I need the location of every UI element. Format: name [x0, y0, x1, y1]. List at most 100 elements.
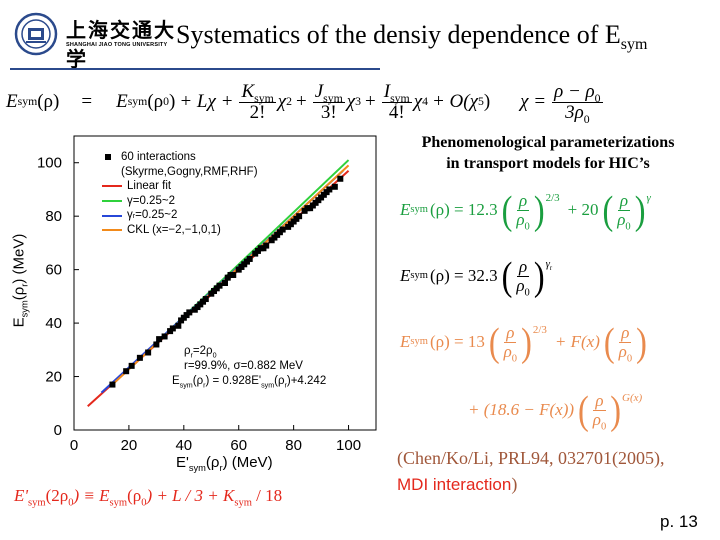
eq2-rho: ρ — [517, 256, 530, 277]
esym-prime-definition: E'sym(2ρ0) ≡ Esym(ρ0) + L / 3 + Ksym / 1… — [14, 486, 283, 509]
fit-d-sub: r — [284, 381, 287, 390]
logo-text-cn: 上海交通大学 — [66, 18, 176, 71]
y-axis-label-main: E — [10, 317, 28, 328]
data-point — [337, 175, 344, 182]
eq1-exp2: γ — [646, 192, 651, 204]
square-marker-icon — [105, 154, 111, 161]
eq-equals: = — [81, 91, 93, 112]
eq4-rho0-sub: 0 — [600, 420, 607, 432]
eq3-arg: (ρ) = 13 — [429, 332, 485, 351]
logo-text-en: SHANGHAI JIAO TONG UNIVERSITY — [66, 42, 168, 48]
eq1-rho-b: ρ — [617, 190, 631, 211]
y-axis-label: Esym(ρr) (MeV) — [10, 196, 30, 366]
eq1-paren-1: (ρ ρ0) — [501, 187, 545, 233]
bottom-eq-e-sub: sym — [234, 497, 252, 509]
annotation-rho-eq-sub: 0 — [212, 351, 217, 360]
legend-label: γ — [127, 209, 133, 222]
university-logo: 上海交通大学 SHANGHAI JIAO TONG UNIVERSITY — [14, 12, 176, 71]
eq2-rho0-sub: 0 — [524, 286, 530, 298]
eq-k-num-sub: sym — [254, 91, 274, 105]
eq-k-frac: Ksym 2! — [239, 80, 276, 123]
bottom-eq-a: E' — [14, 486, 29, 505]
fit-b-sub: r — [203, 381, 206, 390]
citation-mdi: MDI interaction — [397, 475, 512, 494]
eq-chi-den: 3ρ — [565, 101, 584, 123]
slide-title-main: Systematics of the densiy dependence of … — [176, 20, 621, 49]
eq-chi-def: χ = — [520, 91, 547, 112]
eq2-paren: (ρ ρ0) — [501, 253, 545, 299]
fit-c: ) = 0.928E' — [205, 375, 262, 387]
eq3-rho0-sub: 0 — [511, 352, 518, 364]
eq4-exp: G(x) — [622, 392, 643, 404]
eq1-arg: (ρ) = 12.3 — [429, 200, 498, 219]
legend-label: CKL (x=−2,−1,0,1) — [127, 223, 221, 236]
chart-legend: 60 interactions (Skyrme,Gogny,RMF,RHF) L… — [102, 150, 258, 238]
red-line-icon — [102, 185, 122, 188]
legend-item-linear-fit: Linear fit — [102, 179, 258, 194]
data-point — [109, 381, 116, 388]
data-point — [153, 341, 160, 348]
fit-d: (ρ — [274, 375, 285, 387]
bottom-eq-c-sub: sym — [109, 497, 128, 509]
eq3-lhs: E — [400, 332, 411, 351]
eq-j-num-sub: sym — [323, 91, 343, 105]
legend-label: γ=0.25~2 — [127, 194, 175, 207]
y-axis-label-end: ) (MeV) — [10, 233, 28, 284]
data-point — [296, 213, 303, 220]
fit-c-sub: sym — [261, 381, 275, 390]
eq2-exp-sub: r — [549, 265, 553, 273]
data-point — [128, 362, 135, 369]
data-point — [123, 368, 130, 375]
data-point — [175, 322, 182, 329]
eq1-exp: 2/3 — [545, 192, 560, 204]
annotation-rho-sym: ρ — [184, 345, 191, 357]
eq1-rho0-sub-b: 0 — [625, 220, 631, 232]
x-axis-label-rest: (ρ — [205, 454, 220, 471]
eq-chi-frac: ρ − ρ0 3ρ0 — [552, 81, 603, 125]
heading-line-2: in transport models for HIC’s — [446, 155, 650, 172]
legend-label: (Skyrme,Gogny,RMF,RHF) — [121, 165, 258, 178]
legend-item-interactions: 60 interactions — [102, 150, 258, 165]
right-panel-heading: Phenomenological parameterizations in tr… — [383, 132, 713, 174]
data-point — [145, 349, 152, 356]
eq4-rho0: ρ — [592, 409, 601, 429]
annotation-stats: r=99.9%, σ=0.882 MeV — [184, 360, 303, 372]
bottom-eq-f: / 18 — [251, 486, 283, 505]
x-axis-label-sub: sym — [188, 463, 206, 473]
eq3-rho0: ρ — [503, 341, 512, 361]
y-axis-label-sub2: r — [19, 283, 30, 287]
legend-item-gamma: γ=0.25~2 — [102, 194, 258, 209]
eq1-lhs: E — [400, 200, 411, 219]
eq-plus3: + — [365, 91, 376, 112]
fit-a: E — [172, 375, 180, 387]
x-axis-label-sub2: r — [219, 463, 223, 473]
eq-k-num: K — [241, 80, 255, 102]
annotation-rho-eq: =2ρ — [192, 345, 213, 357]
x-tick-label: 80 — [285, 437, 302, 454]
eq3-plus: + F(x) — [554, 332, 600, 351]
page-number: p. 13 — [660, 512, 698, 531]
eq2-rho0: ρ — [516, 275, 525, 295]
eq3-rho0-b: ρ — [618, 341, 627, 361]
param-equation-4: + (18.6 − F(x)) (ρ ρ0) G(x) — [468, 380, 642, 440]
bottom-eq-c: ) ≡ E — [73, 486, 110, 505]
y-tick-label: 0 — [54, 422, 62, 439]
eq-chi2: χ — [277, 91, 287, 112]
orange-line-icon — [102, 229, 122, 232]
annotation-fit: Esym(ρr) = 0.928E'sym(ρr)+4.242 — [172, 374, 326, 389]
x-axis-label-end: ) (MeV) — [222, 454, 273, 471]
data-point — [326, 186, 333, 193]
fit-b: (ρ — [192, 375, 204, 387]
legend-item-ckl: CKL (x=−2,−1,0,1) — [102, 223, 258, 238]
eq-t1: E — [116, 91, 128, 112]
eq-o-close: ) — [483, 91, 491, 112]
university-seal-icon — [14, 12, 58, 56]
eq2-exp: γ — [545, 258, 550, 270]
citation-close: ) — [511, 474, 518, 494]
eq-chi-num-sub: 0 — [594, 91, 601, 105]
eq-lhs-arg: (ρ) — [37, 91, 60, 112]
